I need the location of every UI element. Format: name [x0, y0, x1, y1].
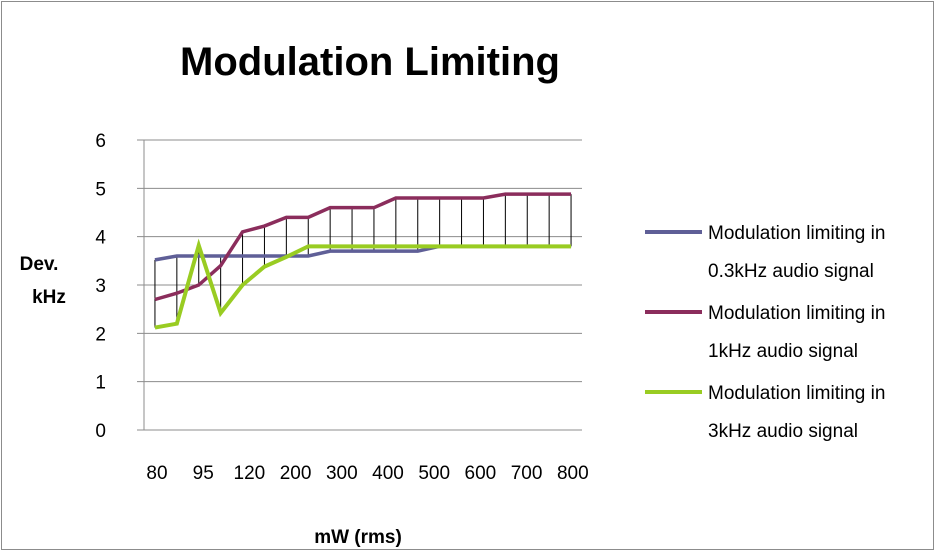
legend-label-line-2: 3kHz audio signal	[708, 421, 858, 442]
x-tick-label: 500	[418, 463, 450, 484]
legend-label-line-1: Modulation limiting in	[708, 223, 885, 244]
x-tick-labels: 80 95 120 200 300 400 500 600 700 800	[146, 463, 588, 484]
x-tick-label: 400	[372, 463, 404, 484]
x-tick-label: 120	[234, 463, 266, 484]
x-tick-label: 95	[193, 463, 214, 484]
series-line	[154, 238, 572, 330]
y-tick-label: 6	[95, 131, 106, 152]
x-tick-label: 300	[326, 463, 358, 484]
y-tick-label: 3	[95, 276, 106, 297]
legend: Modulation limiting in 0.3kHz audio signa…	[645, 223, 885, 442]
gridlines	[137, 139, 582, 431]
y-tick-label: 5	[95, 179, 106, 200]
legend-label-line-2: 0.3kHz audio signal	[708, 261, 874, 282]
series-line	[154, 192, 572, 302]
y-tick-label: 2	[95, 324, 106, 345]
x-tick-label: 700	[511, 463, 543, 484]
legend-label-line-2: 1kHz audio signal	[708, 341, 858, 362]
y-tick-label: 4	[95, 228, 106, 249]
x-tick-label: 600	[465, 463, 497, 484]
series-line	[154, 244, 572, 262]
x-tick-label: 200	[280, 463, 312, 484]
y-axis-label-line-2: kHz	[32, 287, 66, 308]
x-tick-label: 80	[146, 463, 167, 484]
x-axis-label: mW (rms)	[314, 527, 402, 548]
series-lines	[154, 192, 572, 330]
y-tick-labels: 0 1 2 3 4 5 6	[95, 131, 106, 442]
y-tick-label: 1	[95, 373, 106, 394]
y-axis-label-line-1: Dev.	[20, 254, 59, 275]
legend-label-line-1: Modulation limiting in	[708, 303, 885, 324]
chart-title: Modulation Limiting	[180, 40, 560, 84]
legend-label-line-1: Modulation limiting in	[708, 383, 885, 404]
x-tick-label: 800	[557, 463, 589, 484]
y-tick-label: 0	[95, 421, 106, 442]
